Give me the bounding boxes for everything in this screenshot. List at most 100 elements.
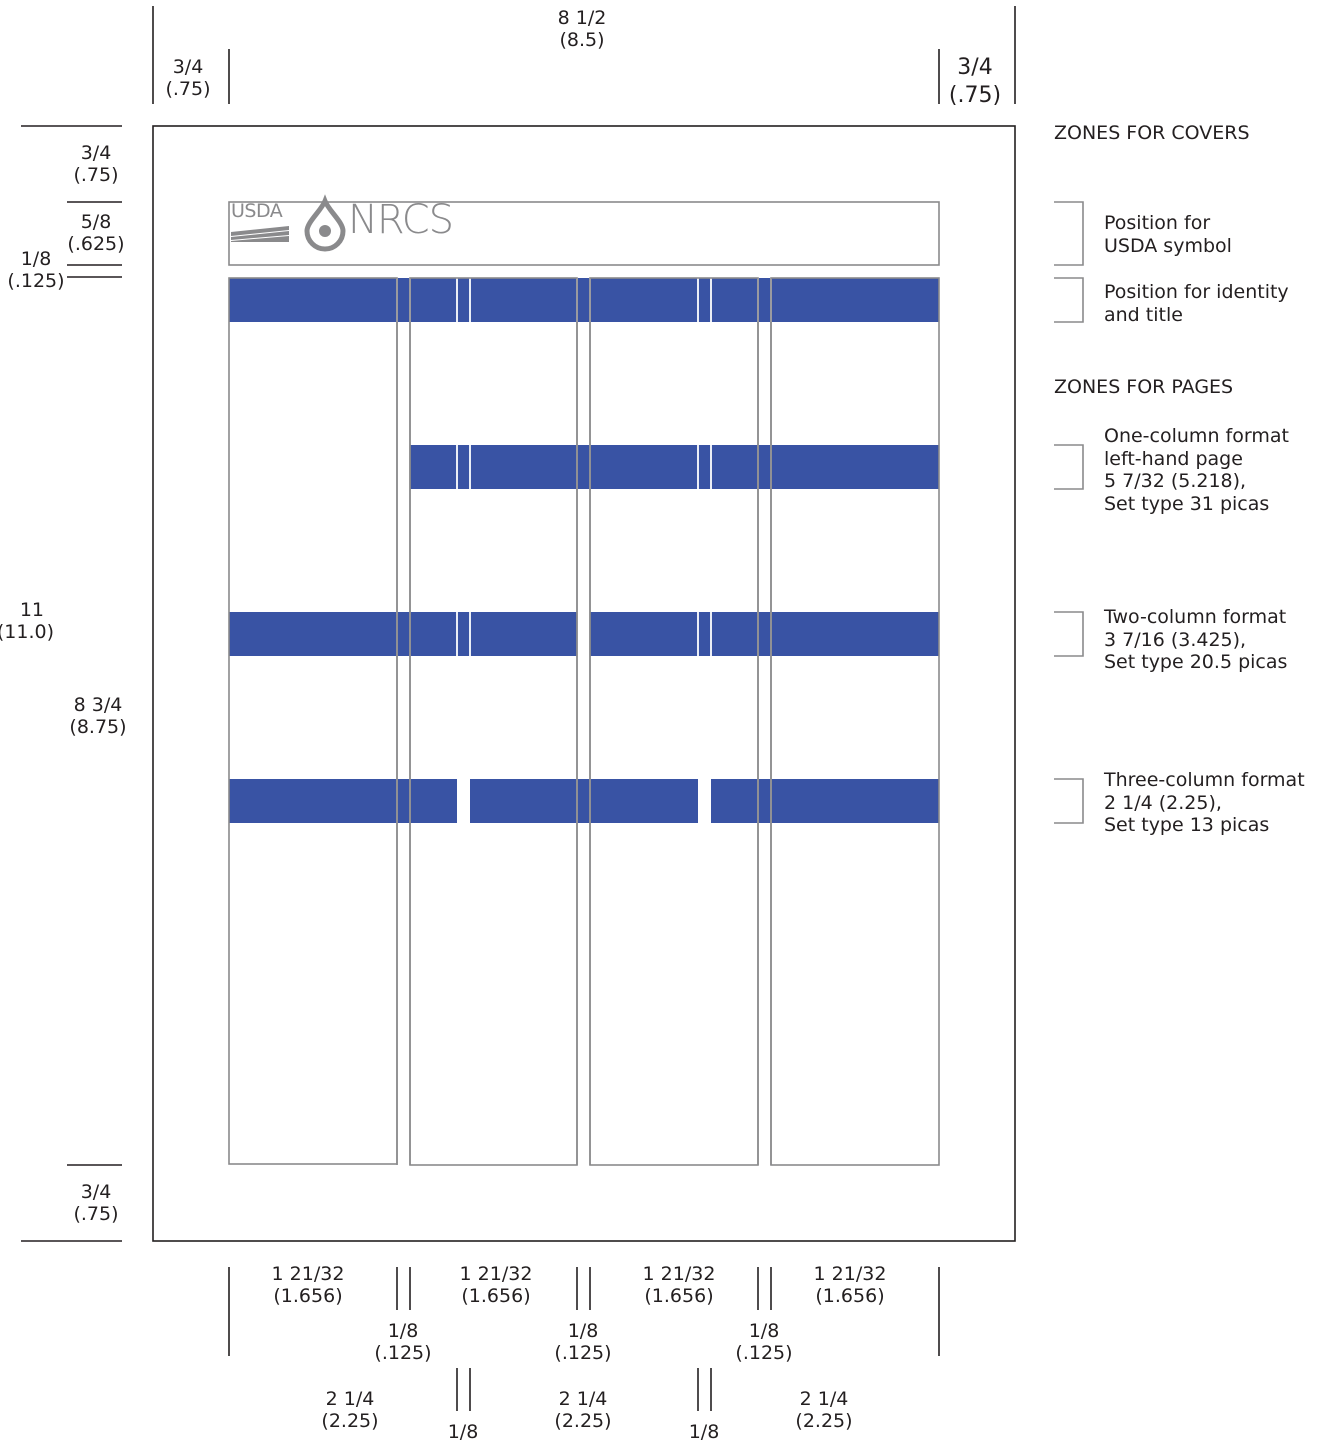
band-joint xyxy=(698,612,711,656)
legend-line: Position for xyxy=(1104,212,1211,234)
legend-line: Set type 13 picas xyxy=(1104,814,1270,836)
band-segment xyxy=(470,278,577,322)
band-joint xyxy=(397,779,410,823)
page-height-frac: 11 xyxy=(19,599,44,621)
band-segment xyxy=(771,278,939,322)
band-joint xyxy=(397,612,410,656)
band-segment xyxy=(771,779,939,823)
band-joint xyxy=(577,278,590,322)
legend-line: 2 1/4 (2.25), xyxy=(1104,791,1222,814)
right-margin-label: 3/4 (.75) xyxy=(945,54,1005,110)
band-segment xyxy=(410,445,457,489)
column-width-frac: 1 21/32 xyxy=(271,1263,345,1285)
legend-bracket xyxy=(1054,611,1084,657)
right-margin-frac: 3/4 xyxy=(957,55,993,80)
band-joint xyxy=(457,278,470,322)
band-segment xyxy=(229,612,397,656)
legend-line: USDA symbol xyxy=(1104,234,1232,257)
band-segment xyxy=(590,445,698,489)
band-segment xyxy=(771,612,939,656)
legend-line: and title xyxy=(1104,303,1183,326)
band-segment xyxy=(711,612,758,656)
logo-zone xyxy=(228,201,940,266)
logo-zone-frac: 5/8 xyxy=(80,211,112,233)
bottom-margin-dec: (.75) xyxy=(73,1203,119,1225)
page-width-frac: 8 1/2 xyxy=(557,7,607,29)
legend-line: left-hand page xyxy=(1104,447,1243,470)
bottom-margin-frac: 3/4 xyxy=(80,1181,112,1203)
page-width-label: 8 1/2 (8.5) xyxy=(532,7,632,51)
band-gap xyxy=(699,779,711,823)
band-segment xyxy=(410,779,457,823)
band-segment xyxy=(229,278,397,322)
three-col-frac: 2 1/4 xyxy=(558,1388,608,1410)
legend-line: Set type 31 picas xyxy=(1104,492,1270,515)
three-col-frac: 2 1/4 xyxy=(325,1388,375,1410)
text-height-dec: (8.75) xyxy=(69,716,127,738)
band-segment xyxy=(711,779,758,823)
legend-brackets xyxy=(1054,201,1084,824)
three-col-width-label-1: 2 1/4 (2.25) xyxy=(310,1388,390,1432)
band-segment xyxy=(711,445,758,489)
gap-zone-frac: 1/8 xyxy=(20,248,52,270)
band-joint xyxy=(758,779,771,823)
gutter-frac: 1/8 xyxy=(748,1320,780,1342)
legend-identity-title: Position for identity and title xyxy=(1104,281,1289,326)
legend-one-column: One-column format left-hand page 5 7/32 … xyxy=(1104,425,1289,515)
logo-zone-label: 5/8 (.625) xyxy=(62,211,130,255)
band-joint xyxy=(758,445,771,489)
legend-bracket xyxy=(1054,778,1084,824)
gutter-dec: (.125) xyxy=(735,1342,793,1364)
three-col-gutter-label-1: 1/8 xyxy=(447,1421,479,1443)
column-outlines xyxy=(228,277,940,1166)
legend-bracket xyxy=(1054,201,1084,266)
band-segment xyxy=(229,779,397,823)
top-margin-frac: 3/4 xyxy=(80,142,112,164)
band-joint xyxy=(698,445,711,489)
band-gap xyxy=(458,779,470,823)
top-margin-label: 3/4 (.75) xyxy=(66,142,126,186)
page-width-dec: (8.5) xyxy=(559,29,605,51)
legend-line: Set type 20.5 picas xyxy=(1104,651,1288,673)
column-width-frac: 1 21/32 xyxy=(813,1263,887,1285)
left-margin-frac: 3/4 xyxy=(172,56,204,78)
column-width-label-4: 1 21/32 (1.656) xyxy=(800,1263,900,1307)
column-width-dec: (1.656) xyxy=(815,1285,885,1307)
legend-line: 5 7/32 (5.218), xyxy=(1104,470,1247,492)
band-joint xyxy=(457,612,470,656)
band-joint xyxy=(397,278,410,322)
column-width-frac: 1 21/32 xyxy=(459,1263,533,1285)
three-col-dec: (2.25) xyxy=(321,1410,379,1432)
column-width-frac: 1 21/32 xyxy=(642,1263,716,1285)
band-segment xyxy=(711,278,758,322)
legend-three-column: Three-column format 2 1/4 (2.25), Set ty… xyxy=(1104,769,1305,837)
three-col-width-label-2: 2 1/4 (2.25) xyxy=(543,1388,623,1432)
band-segment xyxy=(410,612,457,656)
band-segment xyxy=(590,779,698,823)
three-col-dec: (2.25) xyxy=(554,1410,612,1432)
gutter-frac: 1/8 xyxy=(387,1320,419,1342)
text-height-frac: 8 3/4 xyxy=(73,694,123,716)
column-outline xyxy=(409,277,578,1166)
left-margin-label: 3/4 (.75) xyxy=(158,56,218,100)
gap-zone-dec: (.125) xyxy=(7,270,65,292)
left-margin-dec: (.75) xyxy=(165,78,211,100)
logo-usda-text: USDA xyxy=(231,200,283,222)
top-margin-dec: (.75) xyxy=(73,164,119,186)
bottom-margin-label: 3/4 (.75) xyxy=(66,1181,126,1225)
legend-line: One-column format xyxy=(1104,425,1289,447)
column-width-dec: (1.656) xyxy=(273,1285,343,1307)
three-col-width-label-3: 2 1/4 (2.25) xyxy=(784,1388,864,1432)
column-width-label-3: 1 21/32 (1.656) xyxy=(629,1263,729,1307)
text-height-label: 8 3/4 (8.75) xyxy=(63,694,133,738)
bottom-dimension-ticks xyxy=(228,1267,940,1411)
column-width-label-1: 1 21/32 (1.656) xyxy=(258,1263,358,1307)
band-segment xyxy=(590,612,698,656)
usda-symbol-graphic xyxy=(231,226,289,242)
band-joint xyxy=(457,445,470,489)
band-joint xyxy=(698,278,711,322)
logo-nrcs-text: NRCS xyxy=(348,197,454,243)
three-col-gutter-label-2: 1/8 xyxy=(688,1421,720,1443)
legend-bracket xyxy=(1054,444,1084,490)
band-segment xyxy=(470,779,577,823)
